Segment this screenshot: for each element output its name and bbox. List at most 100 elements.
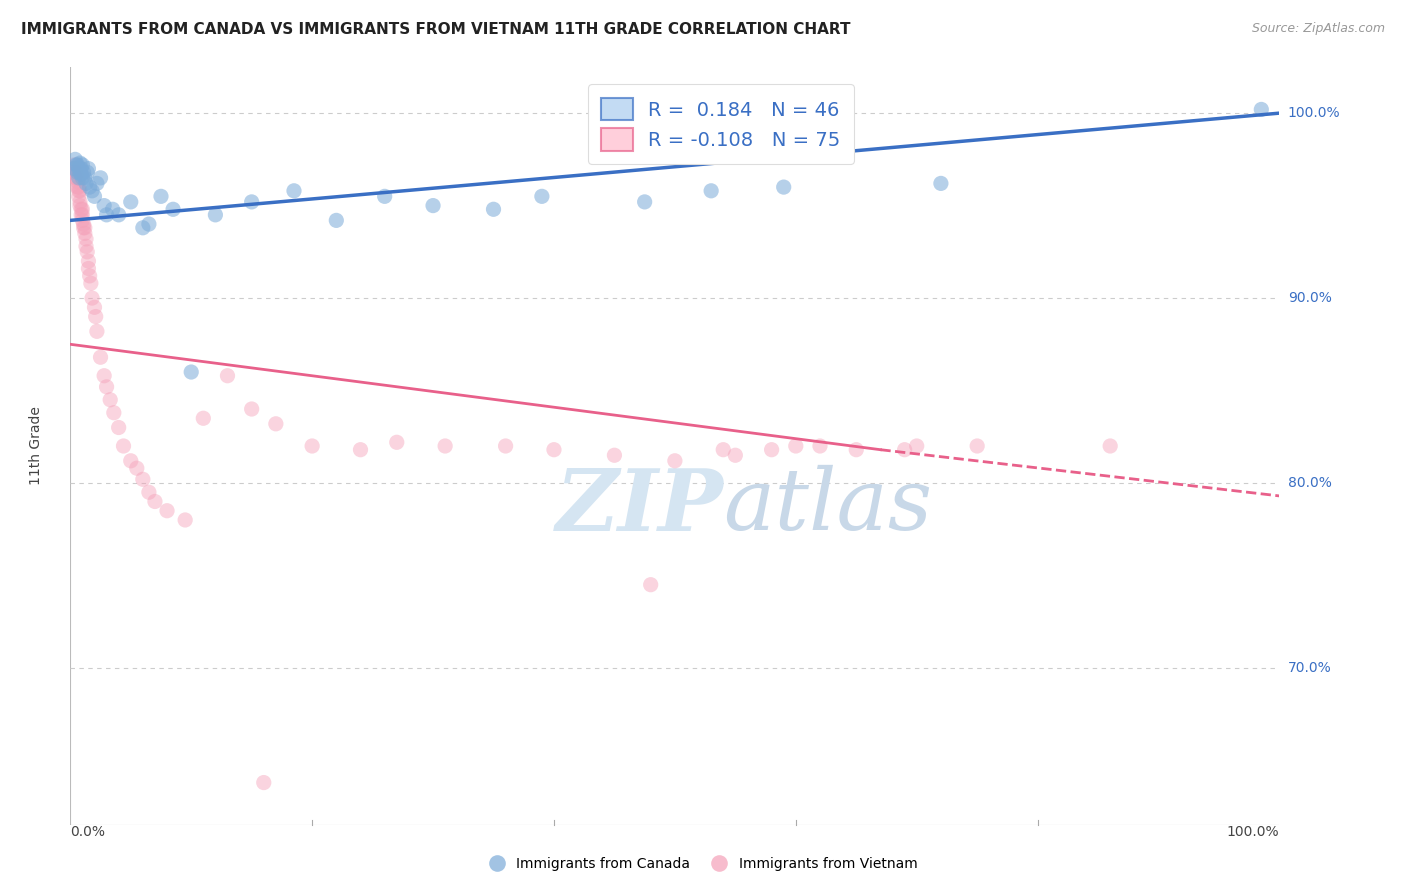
Point (217, 368, 239, 383)
Point (67, 189, 90, 203)
Point (132, 472, 155, 486)
Point (79, 268, 101, 283)
Text: ZIP: ZIP (555, 465, 723, 549)
Point (530, 189, 553, 203)
Point (138, 217, 160, 231)
Point (66, 170, 89, 185)
Point (63, 161, 86, 176)
Point (96, 208, 118, 222)
Point (125, 461, 148, 475)
Point (80, 291, 103, 305)
Point (93, 368, 115, 383)
Point (107, 420, 129, 434)
Point (90, 170, 111, 185)
Point (67, 180, 90, 194)
Point (70, 208, 93, 222)
Point (77, 161, 100, 176)
Text: 90.0%: 90.0% (1288, 291, 1331, 305)
Point (62, 161, 84, 176)
Point (845, 442, 868, 457)
Point (75, 239, 97, 253)
Point (72, 217, 94, 231)
Point (761, 442, 783, 457)
Point (482, 202, 505, 217)
Point (1250, 103, 1272, 117)
Text: 100.0%: 100.0% (1288, 106, 1340, 120)
Point (204, 208, 226, 222)
Point (69, 194, 91, 209)
Point (72, 220, 94, 235)
Point (66, 165, 89, 179)
Point (349, 442, 371, 457)
Point (132, 220, 155, 235)
Point (83, 189, 105, 203)
Point (62, 165, 84, 179)
Point (120, 194, 142, 209)
Point (84, 310, 107, 324)
Point (63, 153, 86, 167)
Point (79, 180, 101, 194)
Point (80, 184, 103, 198)
Point (495, 439, 517, 453)
Point (67, 184, 90, 198)
Point (905, 439, 928, 453)
Point (70, 167, 93, 181)
Point (86, 177, 108, 191)
Point (70, 161, 93, 176)
Point (966, 439, 988, 453)
Point (72, 158, 94, 172)
Point (772, 180, 794, 194)
Point (66, 158, 89, 172)
Point (543, 442, 565, 457)
Point (73, 220, 96, 235)
Point (808, 439, 831, 453)
Point (112, 439, 135, 453)
Point (72, 202, 94, 217)
Point (77, 254, 100, 268)
Point (63, 165, 86, 179)
Point (90, 350, 111, 364)
Point (75, 232, 97, 246)
Point (893, 442, 915, 457)
Point (162, 202, 184, 217)
Point (66, 175, 89, 189)
Point (603, 448, 626, 462)
Point (283, 184, 305, 198)
Point (174, 513, 197, 527)
Point (69, 198, 91, 212)
Point (240, 194, 263, 209)
Point (63, 161, 86, 176)
Point (65, 165, 87, 179)
Point (325, 213, 347, 227)
Point (138, 485, 160, 500)
Point (63, 170, 86, 185)
Point (143, 494, 166, 508)
Point (633, 194, 655, 209)
Point (69, 165, 91, 179)
Point (73, 227, 96, 241)
Point (65, 158, 87, 172)
Point (711, 442, 734, 457)
Point (67, 170, 90, 185)
Point (150, 189, 172, 203)
Legend: R =  0.184   N = 46, R = -0.108   N = 75: R = 0.184 N = 46, R = -0.108 N = 75 (588, 84, 853, 164)
Text: 80.0%: 80.0% (1288, 476, 1331, 490)
Point (65, 170, 87, 185)
Point (929, 177, 952, 191)
Point (98, 392, 121, 407)
Point (434, 439, 457, 453)
Point (72, 208, 94, 222)
Point (240, 402, 263, 417)
Point (83, 301, 105, 315)
Point (640, 577, 662, 591)
Legend: Immigrants from Canada, Immigrants from Vietnam: Immigrants from Canada, Immigrants from … (482, 851, 924, 876)
Point (107, 208, 129, 222)
Point (103, 406, 125, 420)
Text: IMMIGRANTS FROM CANADA VS IMMIGRANTS FROM VIETNAM 11TH GRADE CORRELATION CHART: IMMIGRANTS FROM CANADA VS IMMIGRANTS FRO… (21, 22, 851, 37)
Point (66, 180, 89, 194)
Point (253, 775, 276, 789)
Point (1099, 439, 1122, 453)
Point (724, 448, 747, 462)
Point (76, 165, 98, 179)
Point (86, 324, 108, 338)
